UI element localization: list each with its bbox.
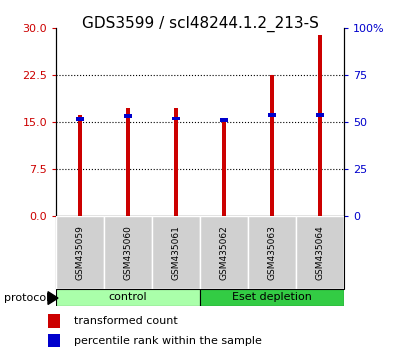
- Text: Eset depletion: Eset depletion: [232, 292, 312, 302]
- Bar: [78, 115, 82, 216]
- Polygon shape: [48, 292, 58, 304]
- Text: protocol: protocol: [4, 293, 49, 303]
- Bar: [56, 216, 104, 289]
- Bar: [200, 289, 344, 306]
- Text: GSM435060: GSM435060: [124, 225, 132, 280]
- Bar: [270, 75, 274, 216]
- Bar: [296, 216, 344, 289]
- Bar: [268, 113, 276, 116]
- Bar: [126, 108, 130, 216]
- Text: control: control: [109, 292, 147, 302]
- Bar: [104, 216, 152, 289]
- Bar: [124, 114, 132, 118]
- Text: GSM435063: GSM435063: [268, 225, 276, 280]
- Bar: [222, 120, 226, 216]
- Text: GSM435059: GSM435059: [76, 225, 84, 280]
- Bar: [152, 216, 200, 289]
- Text: GDS3599 / scl48244.1.2_213-S: GDS3599 / scl48244.1.2_213-S: [82, 16, 318, 32]
- Bar: [76, 117, 84, 121]
- Bar: [318, 35, 322, 216]
- Text: percentile rank within the sample: percentile rank within the sample: [74, 336, 262, 346]
- Bar: [56, 289, 200, 306]
- Bar: [174, 108, 178, 216]
- Bar: [220, 118, 228, 122]
- Bar: [48, 334, 60, 347]
- Text: GSM435061: GSM435061: [172, 225, 180, 280]
- Bar: [172, 116, 180, 120]
- Text: transformed count: transformed count: [74, 316, 178, 326]
- Text: GSM435064: GSM435064: [316, 225, 324, 280]
- Bar: [200, 216, 248, 289]
- Bar: [316, 113, 324, 116]
- Bar: [248, 216, 296, 289]
- Bar: [48, 314, 60, 328]
- Text: GSM435062: GSM435062: [220, 225, 228, 280]
